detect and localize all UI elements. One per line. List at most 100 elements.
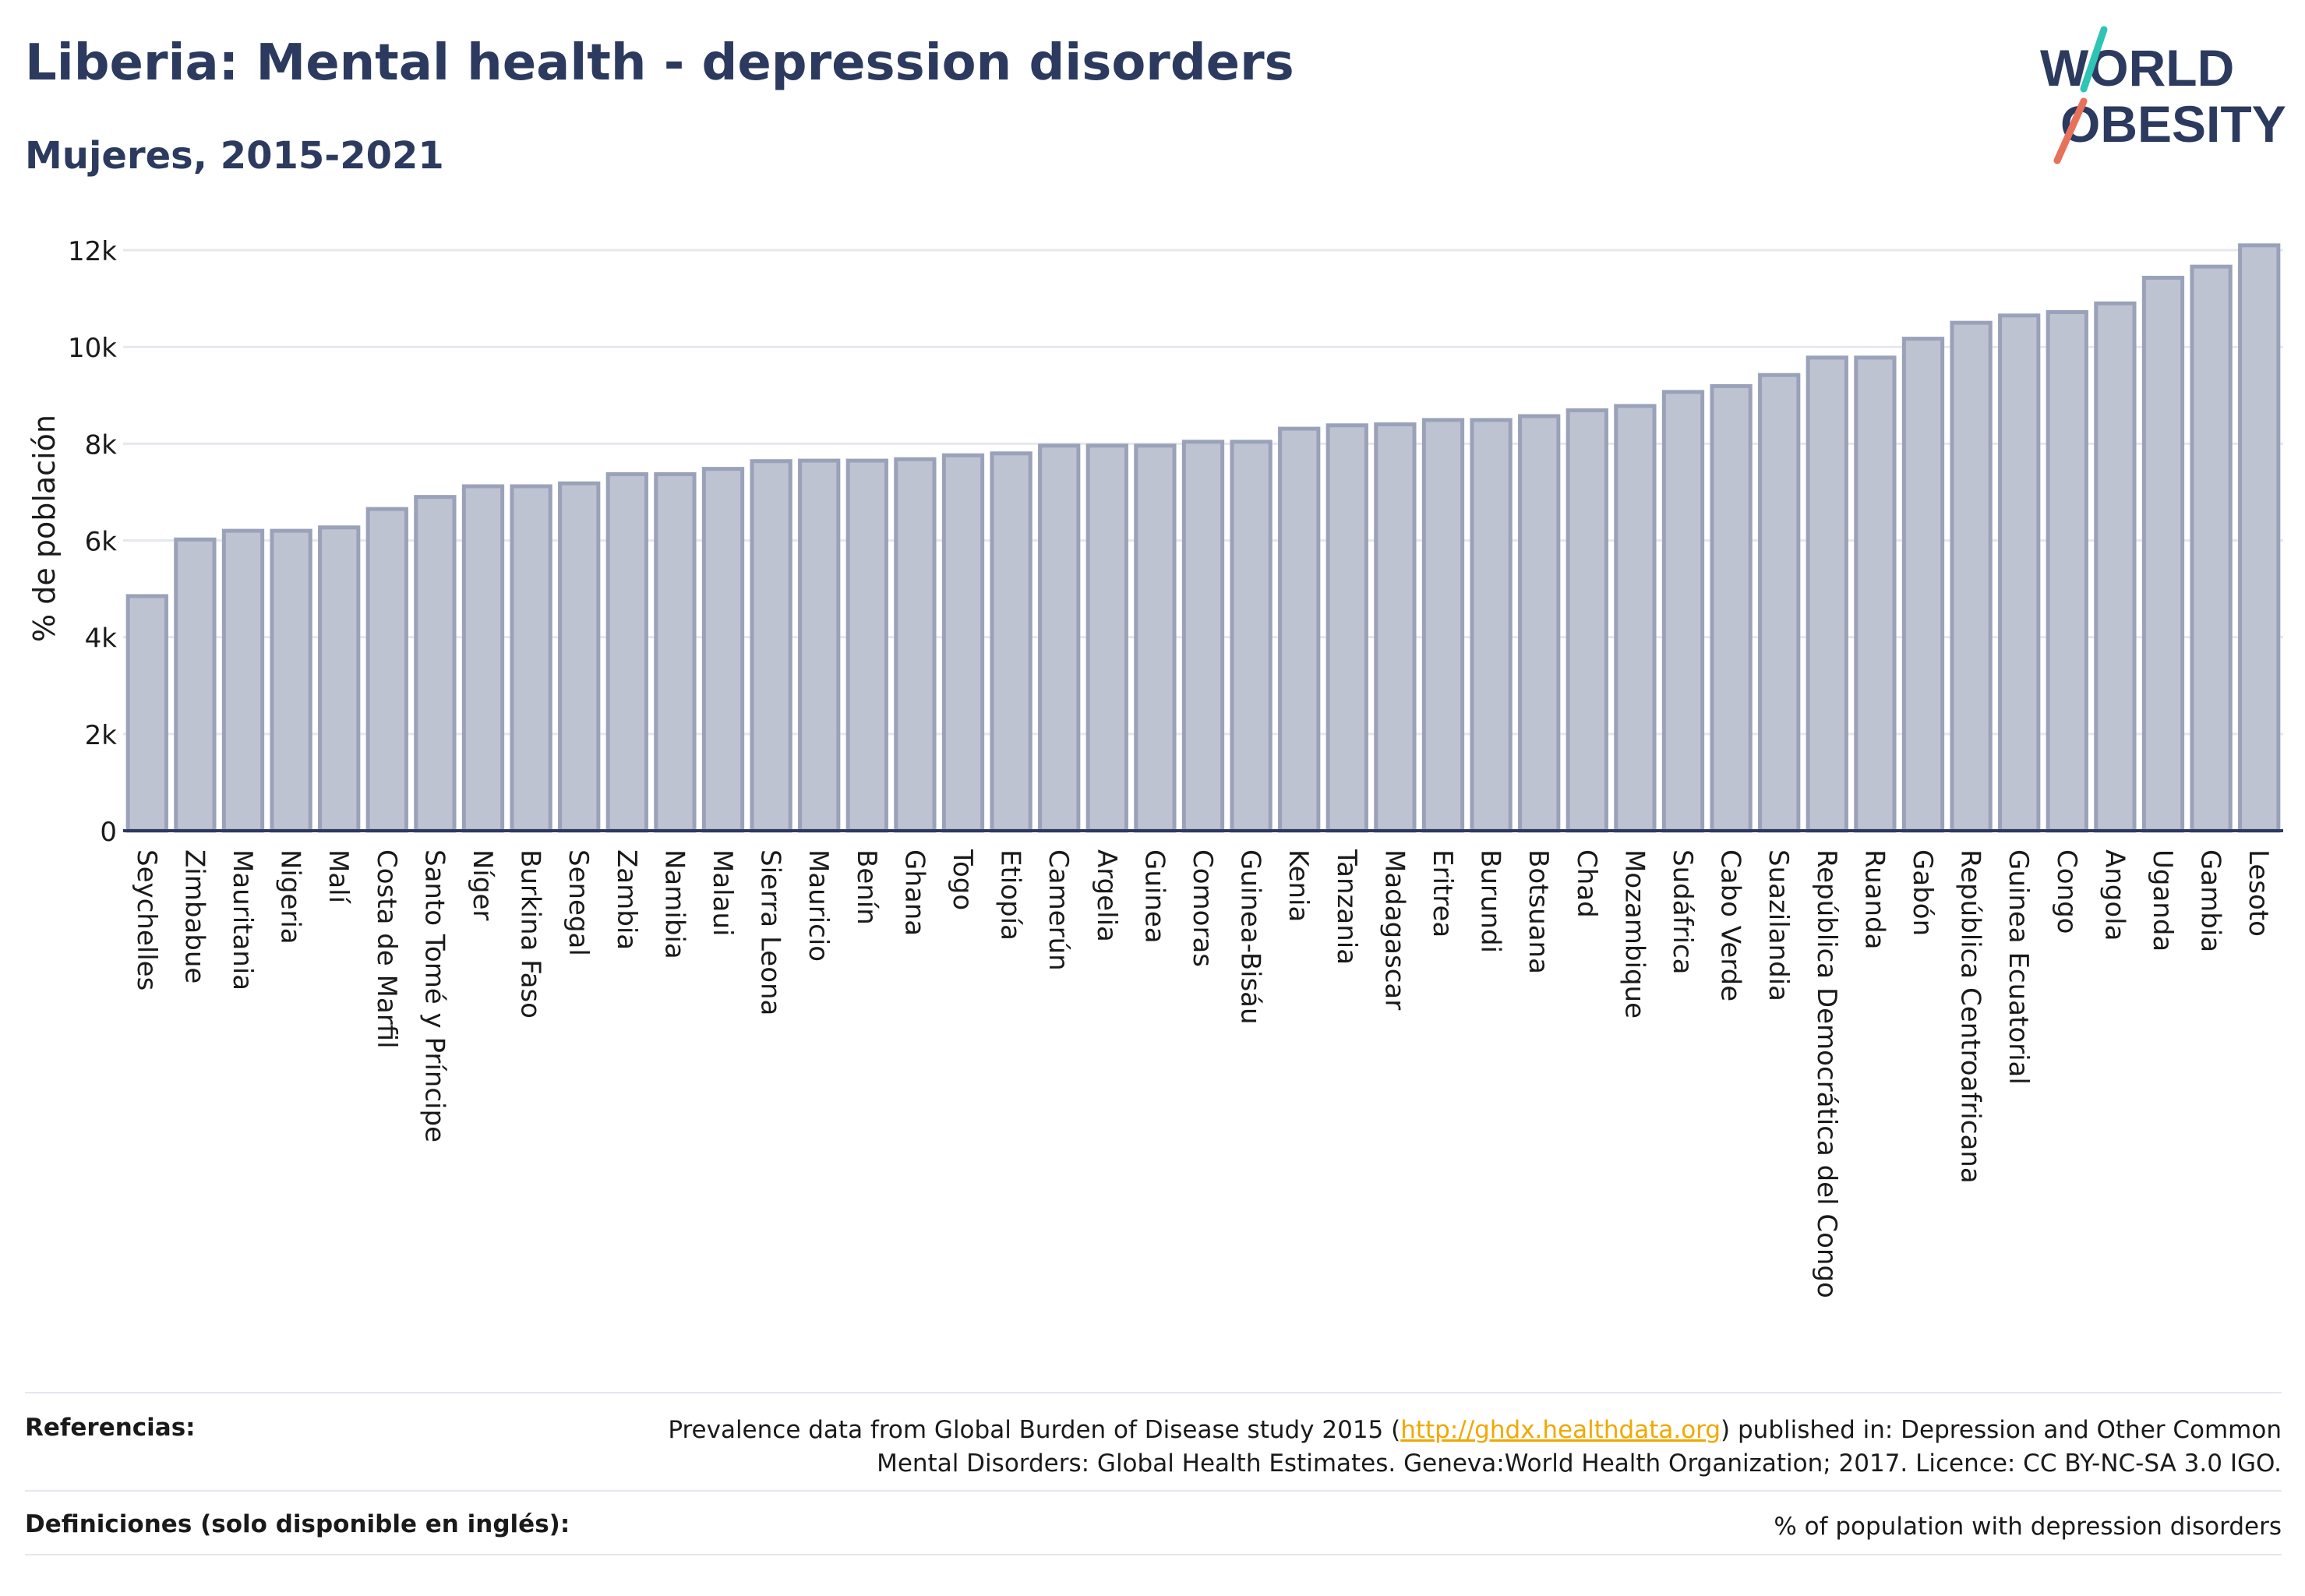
bar[interactable]	[941, 453, 985, 833]
bar[interactable]	[1374, 422, 1417, 833]
bar[interactable]	[1085, 443, 1128, 833]
bar[interactable]	[318, 525, 361, 833]
x-tick-label: Níger	[467, 849, 498, 920]
bar[interactable]	[1278, 426, 1321, 833]
bar[interactable]	[1134, 443, 1177, 833]
footer: Referencias: Prevalence data from Global…	[25, 1392, 2282, 1555]
x-tick-label: Santo Tomé y Príncipe	[418, 849, 450, 1142]
bar[interactable]	[1710, 383, 1753, 833]
bar[interactable]	[1950, 320, 1993, 833]
bar[interactable]	[221, 528, 265, 833]
references-line-2: Mental Disorders: Global Health Estimate…	[877, 1449, 2282, 1478]
bar[interactable]	[365, 507, 408, 833]
y-tick-label: 12k	[68, 236, 117, 267]
bar[interactable]	[1998, 313, 2041, 833]
x-tick-label: Seychelles	[131, 849, 162, 990]
bar[interactable]	[605, 471, 648, 833]
bar[interactable]	[1181, 440, 1225, 833]
bar[interactable]	[2190, 264, 2233, 833]
x-tick-label: Chad	[1571, 849, 1602, 918]
y-tick-label: 8k	[85, 429, 118, 461]
references-text: Prevalence data from Global Burden of Di…	[668, 1414, 2282, 1481]
x-tick-label: Namibia	[658, 849, 690, 959]
bar[interactable]	[654, 471, 697, 833]
bar[interactable]	[125, 594, 168, 833]
bar[interactable]	[270, 528, 312, 833]
bar[interactable]	[701, 467, 745, 833]
bar[interactable]	[1565, 408, 1608, 833]
bar[interactable]	[414, 495, 457, 833]
x-tick-label: República Democrática del Congo	[1811, 849, 1842, 1298]
y-tick-label: 2k	[85, 720, 118, 751]
bar[interactable]	[1854, 355, 1897, 833]
bar[interactable]	[174, 537, 217, 833]
x-tick-label: Mozambique	[1618, 849, 1650, 1019]
x-tick-label: Costa de Marfil	[371, 849, 402, 1049]
x-tick-label: Sierra Leona	[755, 849, 786, 1015]
x-tick-label: Ghana	[898, 849, 930, 936]
x-tick-label: Malí	[323, 849, 354, 905]
bar[interactable]	[750, 459, 792, 833]
x-tick-label: Gabón	[1907, 849, 1938, 936]
x-tick-label: Burundi	[1475, 849, 1506, 953]
bar[interactable]	[798, 458, 841, 833]
x-tick-label: Eritrea	[1427, 849, 1458, 937]
x-tick-label: Comoras	[1187, 849, 1218, 967]
bar[interactable]	[1806, 355, 1848, 833]
y-tick-label: 10k	[68, 333, 117, 364]
logo-slash-teal	[2080, 26, 2108, 93]
y-tick-label: 4k	[85, 623, 118, 655]
bar[interactable]	[2141, 275, 2185, 833]
x-tick-label: Gambia	[2195, 849, 2226, 952]
x-tick-label: Ruanda	[1858, 849, 1890, 949]
x-tick-label: Uganda	[2147, 849, 2178, 952]
references-link[interactable]: http://ghdx.healthdata.org	[1400, 1416, 1721, 1444]
x-tick-label: Lesoto	[2243, 849, 2274, 937]
bar[interactable]	[1758, 373, 1801, 833]
bar[interactable]	[1518, 414, 1561, 833]
x-tick-label: Malaui	[707, 849, 738, 936]
references-line-1: Prevalence data from Global Burden of Di…	[668, 1414, 2282, 1447]
bar-chart: 0 2k 4k 6k 8k 10k 12k Seychelles Zimbabue Maurit…	[27, 236, 2283, 1298]
bar[interactable]	[894, 457, 937, 833]
x-tick-label: Suazilandia	[1763, 849, 1794, 1001]
references-prefix: Prevalence data from Global Burden of Di…	[668, 1416, 1401, 1444]
bar[interactable]	[2094, 301, 2137, 833]
x-tick-label: Burkina Faso	[515, 849, 546, 1019]
bar[interactable]	[2046, 310, 2088, 833]
y-axis-title: % de población	[27, 415, 62, 642]
x-tick-label: Mauritania	[227, 849, 258, 990]
bar[interactable]	[1470, 418, 1513, 833]
bar[interactable]	[1325, 423, 1368, 833]
bars	[125, 243, 2281, 833]
x-tick-label: Cabo Verde	[1715, 849, 1746, 1001]
x-tick-label: Zambia	[611, 849, 642, 950]
page-subtitle: Mujeres, 2015-2021	[25, 134, 444, 178]
x-tick-label: Togo	[947, 849, 978, 910]
x-tick-label: Camerún	[1043, 849, 1074, 971]
x-tick-label: Guinea	[1138, 849, 1170, 944]
bar[interactable]	[2238, 243, 2281, 833]
x-tick-label: Kenia	[1283, 849, 1314, 922]
bar[interactable]	[1230, 440, 1273, 833]
x-tick-label: Angola	[2099, 849, 2130, 941]
bar[interactable]	[1038, 443, 1081, 833]
bar[interactable]	[1421, 418, 1465, 833]
bar[interactable]	[461, 484, 505, 833]
bar[interactable]	[1661, 390, 1705, 833]
bar[interactable]	[558, 481, 601, 833]
x-tick-label: Tanzania	[1331, 849, 1362, 965]
bar[interactable]	[510, 484, 552, 833]
y-axis-ticks: 0 2k 4k 6k 8k 10k 12k	[68, 236, 117, 848]
x-tick-label: Guinea Ecuatorial	[2003, 849, 2034, 1085]
x-tick-label: Madagascar	[1378, 849, 1410, 1010]
bar[interactable]	[990, 451, 1032, 833]
bar[interactable]	[1614, 404, 1657, 833]
bar[interactable]	[1901, 337, 1945, 833]
x-tick-label: Argelia	[1091, 849, 1122, 942]
x-tick-label: Sudáfrica	[1667, 849, 1698, 974]
x-tick-label: Botsuana	[1523, 849, 1554, 974]
bar[interactable]	[845, 458, 888, 833]
x-tick-label: Congo	[2051, 849, 2082, 934]
definitions-text: % of population with depression disorder…	[1774, 1513, 2282, 1541]
